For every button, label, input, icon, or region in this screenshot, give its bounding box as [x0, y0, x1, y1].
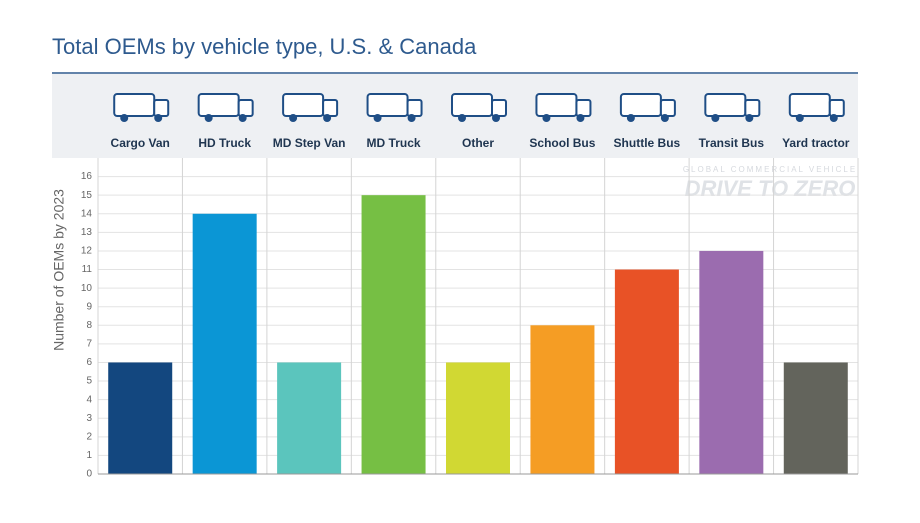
- x-tick-label: Transit Bus: [699, 136, 765, 150]
- y-tick-label: 16: [81, 171, 93, 182]
- vehicle-icon-body: [451, 93, 493, 117]
- vehicle-icon-wheel: [120, 114, 129, 122]
- bar: [446, 362, 510, 474]
- vehicle-icon-wheel: [154, 114, 163, 122]
- vehicle-icon-body: [366, 93, 409, 117]
- vehicle-icon-body: [113, 93, 156, 117]
- y-tick-label: 5: [86, 376, 92, 387]
- y-tick-label: 14: [81, 208, 93, 219]
- vehicle-icon-cab: [237, 99, 254, 117]
- vehicle-icon-wheel: [745, 114, 754, 122]
- y-tick-label: 13: [81, 227, 93, 238]
- vehicle-icon-wheel: [795, 114, 804, 122]
- y-tick-label: 8: [86, 320, 92, 331]
- y-tick-label: 4: [86, 394, 92, 405]
- vehicle-icon-wheel: [204, 114, 213, 122]
- y-tick-label: 11: [82, 264, 93, 275]
- y-tick-label: 15: [81, 190, 93, 201]
- y-tick-label: 1: [86, 450, 92, 461]
- watermark: DRIVE TO ZERO: [685, 176, 856, 201]
- vehicle-icon-cab: [406, 99, 423, 117]
- vehicle-icon-wheel: [458, 114, 466, 122]
- vehicle-icon-wheel: [711, 114, 720, 122]
- x-tick-label: Shuttle Bus: [614, 136, 681, 150]
- vehicle-icon-wheel: [626, 114, 635, 122]
- chart-title: Total OEMs by vehicle type, U.S. & Canad…: [52, 34, 477, 59]
- vehicle-icon-wheel: [542, 114, 551, 122]
- vehicle-icon-cab: [659, 99, 676, 117]
- bar: [361, 195, 426, 475]
- vehicle-icon-cab: [322, 99, 339, 117]
- vehicle-icon-wheel: [238, 114, 247, 122]
- vehicle-icon-cab: [491, 99, 507, 117]
- y-tick-label: 9: [86, 301, 92, 312]
- y-tick-label: 0: [86, 469, 92, 480]
- x-tick-label: HD Truck: [198, 136, 251, 150]
- y-tick-label: 3: [86, 413, 92, 424]
- y-tick-label: 6: [86, 357, 92, 368]
- vehicle-icon-wheel: [323, 114, 332, 122]
- vehicle-icon-body: [197, 93, 240, 117]
- vehicle-icon-wheel: [829, 114, 838, 122]
- bar: [108, 362, 173, 474]
- y-tick-label: 12: [81, 246, 93, 257]
- vehicle-icon-body: [704, 93, 747, 117]
- vehicle-icon-body: [619, 93, 662, 117]
- watermark-subtitle: GLOBAL COMMERCIAL VEHICLE: [683, 165, 857, 174]
- y-tick-label: 10: [81, 283, 93, 294]
- x-tick-label: Cargo Van: [111, 136, 170, 150]
- bar: [277, 362, 342, 474]
- x-tick-label: School Bus: [529, 136, 595, 150]
- vehicle-icon-cab: [575, 99, 592, 117]
- vehicle-icon-cab: [744, 99, 761, 117]
- x-tick-label: MD Step Van: [273, 136, 346, 150]
- vehicle-icon-cab: [153, 99, 170, 117]
- vehicle-icon-wheel: [660, 114, 669, 122]
- bar: [614, 269, 679, 474]
- bar: [530, 325, 595, 474]
- bar: [783, 362, 848, 474]
- vehicle-icon-body: [788, 93, 831, 117]
- vehicle-icon-wheel: [289, 114, 298, 122]
- vehicle-icon-body: [535, 93, 578, 117]
- y-axis-label: Number of OEMs by 2023: [51, 189, 67, 351]
- y-tick-label: 2: [86, 431, 92, 442]
- y-tick-label: 7: [86, 339, 92, 350]
- vehicle-icon-wheel: [576, 114, 585, 122]
- vehicle-icon-wheel: [492, 114, 500, 122]
- vehicle-icon-wheel: [407, 114, 416, 122]
- bar: [192, 213, 257, 474]
- vehicle-icon-cab: [828, 99, 845, 117]
- vehicle-icon-wheel: [373, 114, 382, 122]
- vehicle-icon-body: [282, 93, 325, 117]
- x-tick-label: Yard tractor: [782, 136, 850, 150]
- x-tick-label: MD Truck: [367, 136, 421, 150]
- x-tick-label: Other: [462, 136, 494, 150]
- bar: [699, 250, 764, 474]
